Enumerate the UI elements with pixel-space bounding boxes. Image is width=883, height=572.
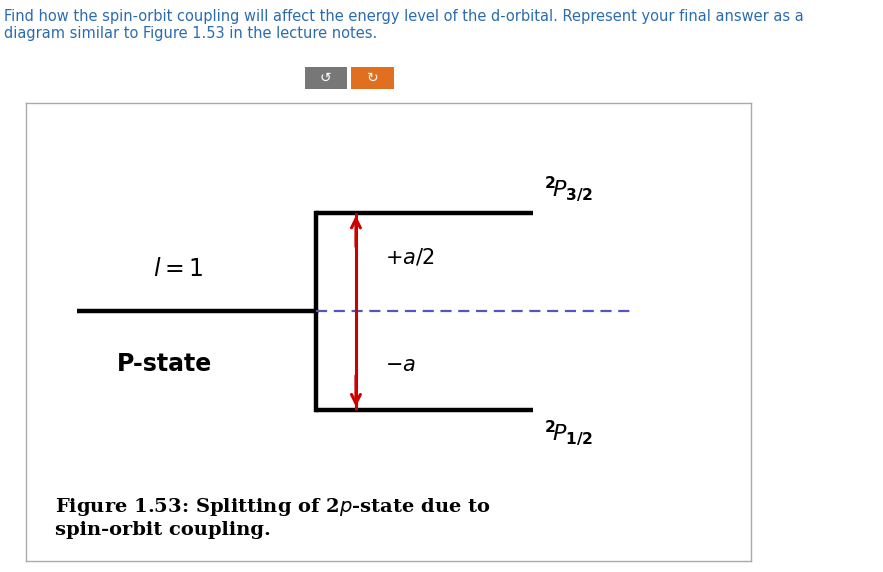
Text: P-state: P-state: [117, 352, 212, 376]
Text: $\mathbf{^2\!\mathit{P}_{1/2}}$: $\mathbf{^2\!\mathit{P}_{1/2}}$: [544, 419, 593, 448]
Text: $+a/2$: $+a/2$: [385, 247, 434, 268]
Text: $-a$: $-a$: [385, 355, 416, 375]
Text: ↺: ↺: [320, 71, 332, 85]
Text: $\mathbf{^2\!\mathit{P}_{3/2}}$: $\mathbf{^2\!\mathit{P}_{3/2}}$: [544, 174, 593, 204]
Text: Figure 1.53: Splitting of 2$p$-state due to
spin-orbit coupling.: Figure 1.53: Splitting of 2$p$-state due…: [56, 496, 491, 539]
Text: $l = 1$: $l = 1$: [154, 257, 204, 281]
Text: Find how the spin-orbit coupling will affect the energy level of the d-orbital. : Find how the spin-orbit coupling will af…: [4, 9, 804, 41]
Text: ↻: ↻: [366, 71, 379, 85]
